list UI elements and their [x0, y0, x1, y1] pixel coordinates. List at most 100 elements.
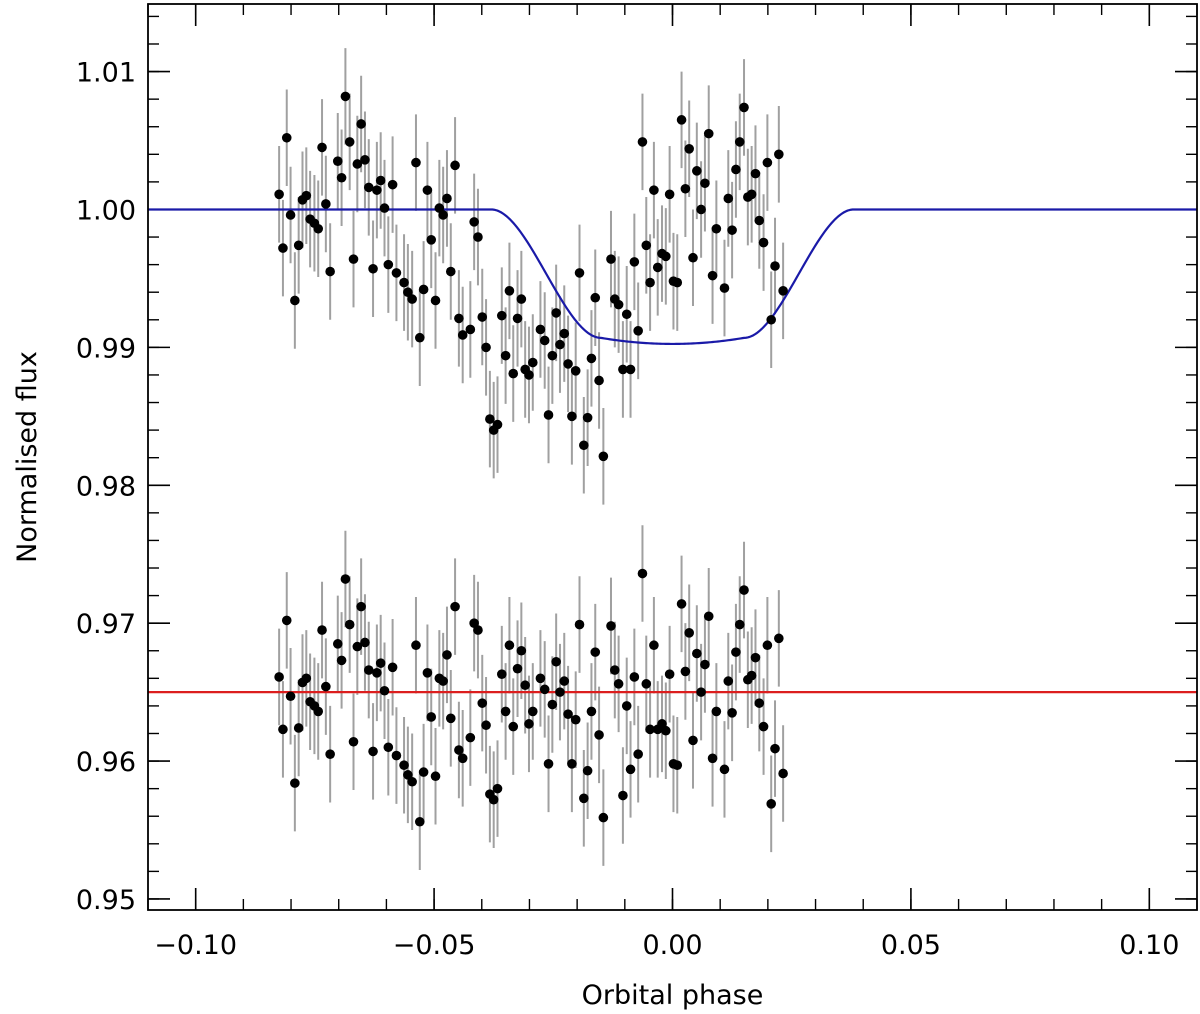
- residual-point: [430, 771, 441, 782]
- residual-point: [473, 625, 483, 635]
- flux-point: [438, 210, 448, 220]
- flux-point: [356, 119, 366, 129]
- x-tick-label: −0.10: [154, 930, 237, 961]
- residual-point: [411, 640, 421, 651]
- flux-point: [598, 451, 609, 462]
- residual-point: [543, 759, 554, 769]
- residual-point: [750, 652, 761, 663]
- residual-point: [774, 633, 784, 644]
- flux-point: [692, 166, 702, 176]
- flux-point: [539, 335, 550, 346]
- flux-point: [774, 149, 784, 160]
- residual-point: [594, 730, 604, 740]
- residual-point: [290, 778, 300, 788]
- flux-point: [750, 168, 761, 179]
- residual-point: [325, 749, 335, 759]
- residual-point: [336, 655, 347, 666]
- residual-point: [567, 759, 577, 769]
- data-points: [274, 91, 788, 827]
- y-tick-label: 0.96: [76, 747, 136, 778]
- x-tick-labels: −0.10 −0.05 0.00 0.05 0.10: [154, 930, 1179, 961]
- flux-point: [407, 294, 417, 304]
- flux-point: [281, 132, 292, 143]
- residual-point: [778, 768, 788, 779]
- residual-point: [340, 574, 351, 584]
- flux-point: [606, 254, 616, 264]
- residual-point: [375, 658, 386, 668]
- x-tick-label: 0.05: [881, 930, 941, 961]
- residual-point: [621, 701, 632, 711]
- flux-point: [399, 277, 409, 288]
- residual-point: [684, 628, 694, 638]
- residual-point: [618, 790, 628, 801]
- residual-point: [547, 699, 558, 710]
- residual-point: [383, 742, 394, 753]
- residual-point: [504, 640, 515, 651]
- residual-point: [344, 619, 355, 630]
- residual-point: [281, 615, 292, 626]
- residual-point: [766, 799, 777, 809]
- residual-point: [719, 764, 730, 775]
- flux-point: [477, 312, 488, 322]
- y-tick-label: 0.98: [76, 471, 136, 502]
- flux-point: [290, 295, 300, 306]
- residual-point: [317, 625, 327, 635]
- flux-point: [383, 259, 394, 270]
- residual-point: [387, 662, 398, 673]
- flux-point: [754, 215, 765, 226]
- flux-point: [684, 143, 694, 154]
- flux-point: [527, 357, 538, 368]
- flux-point: [590, 292, 601, 303]
- residual-point: [559, 676, 570, 686]
- flux-point: [633, 326, 643, 336]
- flux-point: [450, 160, 460, 171]
- residual-point: [465, 732, 476, 743]
- residual-point: [527, 706, 538, 717]
- flux-point: [508, 368, 519, 379]
- flux-point: [586, 353, 597, 364]
- residual-point: [645, 724, 655, 735]
- flux-point: [618, 364, 628, 375]
- flux-point: [368, 263, 378, 274]
- residual-point: [442, 650, 452, 660]
- residual-point: [500, 706, 511, 717]
- residual-point: [539, 684, 550, 695]
- flux-point: [426, 235, 437, 245]
- flux-point: [442, 193, 452, 204]
- residual-point: [598, 812, 609, 823]
- flux-point: [363, 182, 374, 193]
- y-tick-labels: 0.95 0.96 0.97 0.98 0.99 1.00 1.01: [76, 58, 136, 916]
- flux-point: [422, 185, 433, 195]
- residual-point: [332, 639, 343, 649]
- residual-point: [770, 743, 780, 754]
- residual-point: [637, 568, 648, 579]
- residual-point: [356, 601, 366, 612]
- residual-point: [758, 721, 769, 732]
- flux-point: [317, 142, 327, 153]
- flux-point: [375, 175, 386, 186]
- residual-point: [641, 679, 652, 689]
- flux-point: [344, 137, 355, 147]
- flux-point: [652, 262, 663, 273]
- residual-point: [407, 776, 417, 787]
- residual-point: [692, 648, 702, 659]
- plot-frame: [147, 3, 1198, 911]
- x-tick-label: 0.10: [1119, 930, 1179, 961]
- flux-point: [555, 339, 565, 350]
- flux-point: [496, 310, 507, 321]
- residual-point: [582, 765, 593, 776]
- flux-point: [535, 324, 546, 335]
- flux-point: [293, 240, 304, 251]
- residual-point: [574, 619, 585, 630]
- residual-point: [360, 637, 370, 648]
- flux-point: [645, 277, 655, 288]
- residual-point: [551, 656, 561, 667]
- model-lines: [148, 208, 1197, 694]
- residual-point: [586, 706, 597, 717]
- flux-point: [457, 330, 468, 340]
- x-axis-title: Orbital phase: [582, 980, 764, 1011]
- flux-point: [301, 190, 312, 201]
- flux-point: [524, 370, 534, 380]
- residual-point: [610, 665, 620, 675]
